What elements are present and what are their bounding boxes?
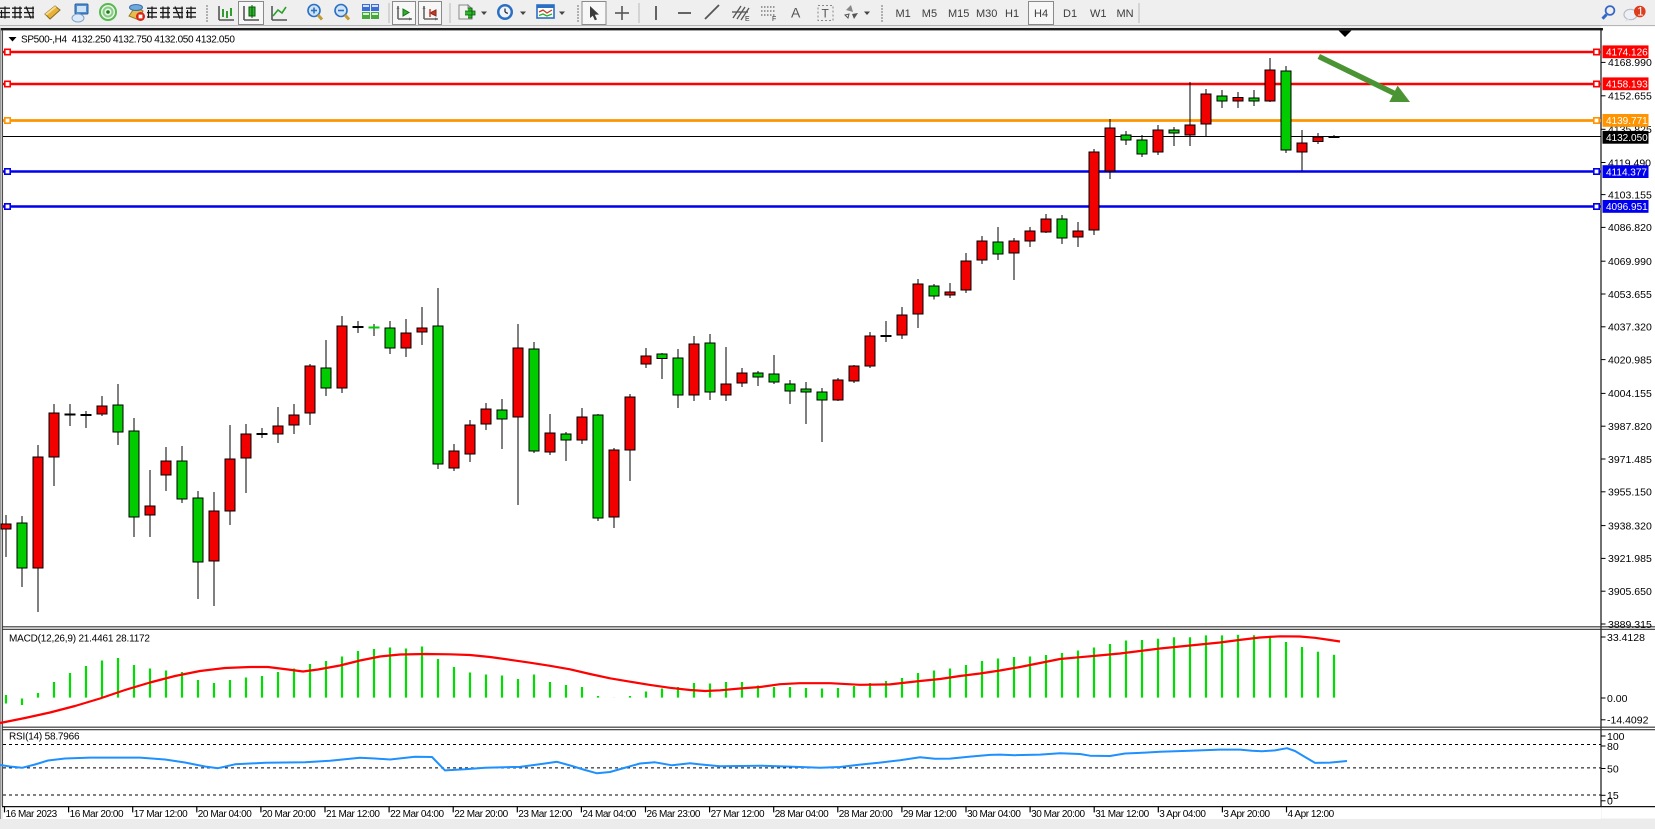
svg-text:A: A [791,5,801,21]
svg-text:MN: MN [1117,8,1134,20]
svg-text:4096.951: 4096.951 [1606,202,1648,213]
svg-text:4037.320: 4037.320 [1608,322,1652,334]
svg-text:27 Mar 12:00: 27 Mar 12:00 [711,809,765,820]
svg-text:17 Mar 12:00: 17 Mar 12:00 [134,809,188,820]
svg-text:15: 15 [1607,790,1619,802]
svg-text:0: 0 [1607,796,1613,808]
svg-text:0.00: 0.00 [1607,693,1628,705]
svg-text:T: T [822,7,830,21]
svg-text:3905.650: 3905.650 [1608,586,1652,598]
svg-text:4053.655: 4053.655 [1608,289,1652,301]
svg-text:W1: W1 [1090,8,1107,20]
svg-text:30 Mar 04:00: 30 Mar 04:00 [967,809,1021,820]
svg-text:4152.655: 4152.655 [1608,91,1652,103]
svg-text:4 Apr 12:00: 4 Apr 12:00 [1288,809,1335,820]
svg-text:80: 80 [1607,741,1619,753]
svg-text:4168.990: 4168.990 [1608,57,1652,69]
svg-text:E: E [745,16,750,23]
svg-text:3 Apr 04:00: 3 Apr 04:00 [1159,809,1206,820]
svg-text:4158.193: 4158.193 [1606,80,1648,91]
svg-text:1: 1 [1637,7,1643,19]
svg-text:M1: M1 [896,8,911,20]
svg-text:16 Mar 2023: 16 Mar 2023 [6,809,58,820]
svg-text:100: 100 [1607,731,1625,743]
svg-text:31 Mar 12:00: 31 Mar 12:00 [1095,809,1149,820]
svg-text:3955.150: 3955.150 [1608,487,1652,499]
svg-text:3938.320: 3938.320 [1608,520,1652,532]
svg-text:4004.155: 4004.155 [1608,388,1652,400]
svg-text:4132.050: 4132.050 [1606,133,1648,144]
svg-text:4114.377: 4114.377 [1606,167,1647,178]
svg-text:4020.985: 4020.985 [1608,354,1652,366]
svg-text:20 Mar 04:00: 20 Mar 04:00 [198,809,252,820]
svg-text:H4: H4 [1034,8,1048,20]
svg-text:29 Mar 12:00: 29 Mar 12:00 [903,809,957,820]
svg-text:3 Apr 20:00: 3 Apr 20:00 [1223,809,1270,820]
svg-text:3987.820: 3987.820 [1608,421,1652,433]
svg-text:23 Mar 12:00: 23 Mar 12:00 [518,809,572,820]
svg-text:3889.315: 3889.315 [1608,619,1652,631]
svg-text:M15: M15 [948,8,969,20]
svg-text:24 Mar 04:00: 24 Mar 04:00 [582,809,636,820]
svg-text:4103.155: 4103.155 [1608,189,1652,201]
svg-text:F: F [772,16,776,23]
svg-text:20 Mar 20:00: 20 Mar 20:00 [262,809,316,820]
svg-text:26 Mar 23:00: 26 Mar 23:00 [647,809,701,820]
svg-text:4139.771: 4139.771 [1606,116,1648,127]
svg-text:RSI(14) 58.7966: RSI(14) 58.7966 [9,732,80,743]
svg-text:50: 50 [1607,763,1619,775]
svg-text:4086.820: 4086.820 [1608,222,1652,234]
svg-text:3971.485: 3971.485 [1608,454,1652,466]
svg-text:28 Mar 20:00: 28 Mar 20:00 [839,809,893,820]
svg-text:H1: H1 [1005,8,1019,20]
svg-text:28 Mar 04:00: 28 Mar 04:00 [775,809,829,820]
svg-text:22 Mar 20:00: 22 Mar 20:00 [454,809,508,820]
svg-text:22 Mar 04:00: 22 Mar 04:00 [390,809,444,820]
svg-text:4069.990: 4069.990 [1608,256,1652,268]
svg-text:30 Mar 20:00: 30 Mar 20:00 [1031,809,1085,820]
svg-text:4174.126: 4174.126 [1606,48,1648,59]
svg-text:M5: M5 [922,8,937,20]
svg-text:33.4128: 33.4128 [1607,632,1645,644]
svg-text:MACD(12,26,9) 21.4461 28.1172: MACD(12,26,9) 21.4461 28.1172 [9,634,150,645]
svg-text:3921.985: 3921.985 [1608,553,1652,565]
svg-text:M30: M30 [976,8,997,20]
svg-text:21 Mar 12:00: 21 Mar 12:00 [326,809,380,820]
svg-text:SP500-,H4 4132.250 4132.750 4: SP500-,H4 4132.250 4132.750 4132.050 413… [21,34,235,45]
svg-text:D1: D1 [1063,8,1077,20]
svg-text:-14.4092: -14.4092 [1607,715,1649,727]
svg-text:16 Mar 20:00: 16 Mar 20:00 [70,809,124,820]
